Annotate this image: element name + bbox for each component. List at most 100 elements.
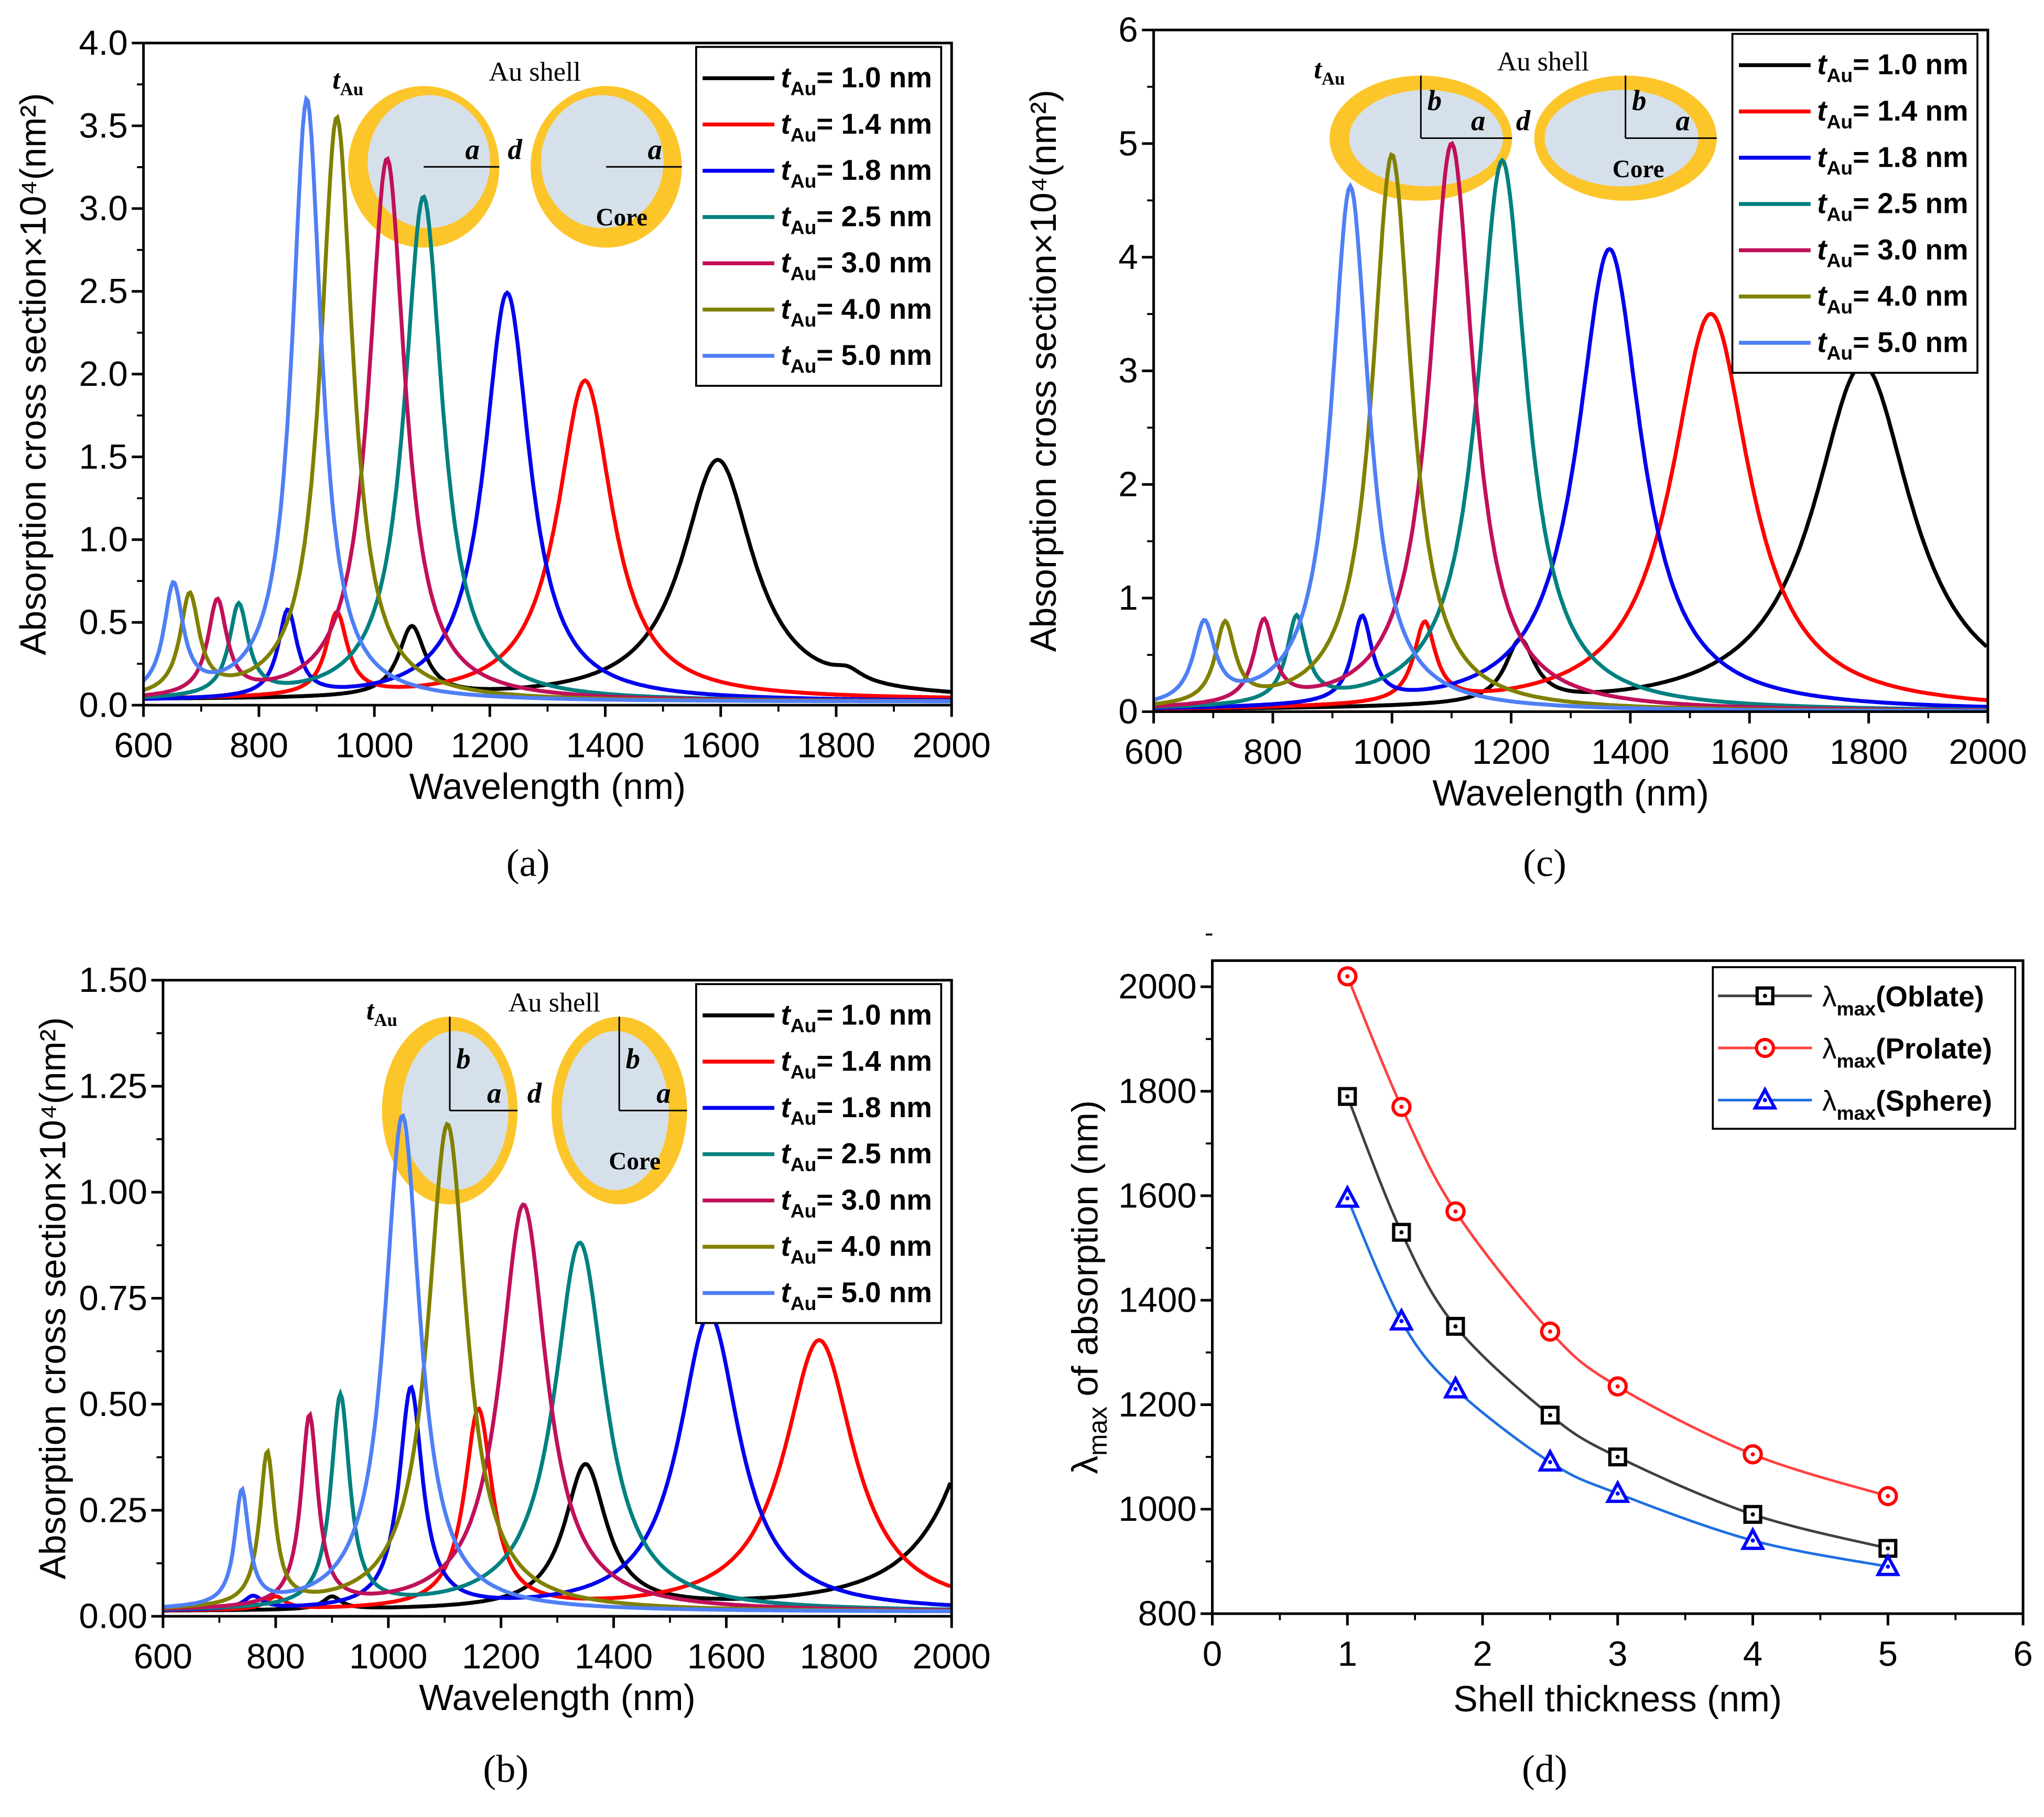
x-tick-label: 1800 <box>800 1637 878 1677</box>
legend-entry: tAu= 1.0 nm <box>1817 48 1968 86</box>
y-tick-label: 0.0 <box>79 686 128 725</box>
legend-entry: tAu= 4.0 nm <box>781 293 932 331</box>
x-tick-label: 2000 <box>1949 732 2027 772</box>
y-axis-label: Absorption cross section×10⁴(nm²) <box>33 1017 73 1580</box>
series-line-1-0-nm <box>163 1462 953 1613</box>
marker-dot <box>1750 1512 1755 1517</box>
y-tick-label: 3 <box>1118 351 1138 391</box>
label-b: b <box>456 1043 470 1075</box>
x-tick-label: 1400 <box>575 1637 653 1677</box>
t-symbol: t <box>332 64 341 95</box>
legend-entry: λmax(Oblate) <box>1822 980 1984 1019</box>
label-a: a <box>648 133 662 165</box>
marker-dot <box>1615 1384 1620 1389</box>
legend-entry: tAu= 2.5 nm <box>781 1137 932 1175</box>
x-tick-label: 3 <box>1608 1635 1627 1674</box>
x-tick-label: 6 <box>2013 1635 2032 1674</box>
label-a: a <box>656 1077 670 1109</box>
legend-entry: tAu= 1.0 nm <box>781 998 932 1036</box>
y-tick-label: 3.5 <box>79 106 128 145</box>
label-t-au: tAu <box>332 64 363 99</box>
x-tick-label: 5 <box>1878 1635 1898 1674</box>
legend-entry: tAu= 4.0 nm <box>1817 279 1968 318</box>
marker-dot <box>1399 1230 1404 1235</box>
y-tick-label: 1.0 <box>79 520 128 559</box>
series-line-1-8-nm <box>163 1313 951 1612</box>
marker-dot <box>1453 1209 1458 1214</box>
marker-dot <box>1615 1491 1620 1496</box>
x-tick-label: 1 <box>1338 1635 1357 1674</box>
t-subscript: Au <box>340 79 363 100</box>
x-tick-label: 600 <box>114 726 173 765</box>
panel-caption: (b) <box>483 1748 528 1791</box>
y-axis-label: Absorption cross section×10⁴(nm²) <box>13 93 53 655</box>
legend-entry: tAu= 1.8 nm <box>781 1091 932 1129</box>
series-line-2-5-nm <box>163 1240 950 1611</box>
legend-entry: tAu= 1.8 nm <box>781 154 932 192</box>
legend-entry: tAu= 5.0 nm <box>781 1276 932 1314</box>
t-symbol: t <box>1314 54 1322 84</box>
x-tick-label: 4 <box>1743 1635 1762 1674</box>
core <box>541 95 664 229</box>
marker-dot <box>1453 1387 1458 1391</box>
label-core: Core <box>609 1148 661 1175</box>
y-tick-label: 1600 <box>1118 1176 1196 1215</box>
chart-panel-d: 0 1 2 3 4 5 6 800 1000 1200 1400 1600 1800 2000 Shell … <box>1065 933 2033 1791</box>
x-tick-label: 1800 <box>1830 732 1908 772</box>
x-axis-label: Wavelength (nm) <box>409 766 686 807</box>
marker-dot <box>1886 1546 1890 1551</box>
label-au-shell: Au shell <box>509 987 600 1018</box>
x-tick-label: 2000 <box>913 726 991 765</box>
label-t-au: tAu <box>1314 54 1345 89</box>
y-tick-label: 3.0 <box>79 189 128 228</box>
t-subscript: Au <box>1322 69 1345 89</box>
y-tick-label: 5 <box>1118 124 1138 163</box>
label-d: d <box>508 133 523 165</box>
label-core: Core <box>596 204 647 231</box>
series-line-1-4-nm <box>143 378 950 700</box>
label-b: b <box>1427 84 1442 116</box>
x-tick-label: 1000 <box>335 726 413 765</box>
x-tick-label: 1600 <box>682 726 760 765</box>
label-a: a <box>1471 105 1485 137</box>
legend: tAu= 1.0 nm tAu= 1.4 nm tAu= 1.8 nm tAu= 2.… <box>1731 33 1978 374</box>
y-tick-label: 2 <box>1118 464 1138 504</box>
core <box>367 95 491 229</box>
x-tick-label: 1800 <box>797 726 875 765</box>
series-line-5-0-nm <box>142 94 950 704</box>
x-tick-label: 800 <box>246 1637 305 1677</box>
y-tick-label: 0.00 <box>79 1596 147 1636</box>
series-line-1-0-nm <box>143 458 951 701</box>
y-tick-label: 1.5 <box>79 437 128 477</box>
series-line-1-4-nm <box>1153 311 1987 711</box>
x-tick-label: 600 <box>134 1637 192 1677</box>
t-symbol: t <box>366 995 375 1025</box>
x-tick-label: 800 <box>1243 732 1302 772</box>
x-tick-label: 2000 <box>913 1637 991 1677</box>
label-b: b <box>626 1043 640 1075</box>
y-tick-label: 1.50 <box>79 960 147 1000</box>
marker-dot <box>1453 1324 1458 1329</box>
x-tick-label: 1400 <box>566 726 644 765</box>
y-tick-label: 4 <box>1118 237 1138 277</box>
legend-entry: λmax(Prolate) <box>1822 1032 1992 1072</box>
y-tick-label: 1.00 <box>79 1173 147 1212</box>
x-tick-label: 2 <box>1473 1635 1492 1674</box>
legend-entry: tAu= 1.8 nm <box>1817 140 1968 179</box>
core <box>561 1031 669 1191</box>
legend-entry: tAu= 3.0 nm <box>781 1183 932 1221</box>
legend: tAu= 1.0 nm tAu= 1.4 nm tAu= 1.8 nm tAu= 2.… <box>695 983 943 1324</box>
marker-dot <box>1345 974 1350 979</box>
y-tick-label: 4.0 <box>79 23 128 62</box>
x-tick-label: 800 <box>230 726 288 765</box>
y-tick-label: 1.25 <box>79 1066 147 1106</box>
legend-entry: tAu= 2.5 nm <box>1817 187 1968 225</box>
x-tick-label: 1200 <box>1472 732 1550 772</box>
marker-dot <box>1762 993 1767 998</box>
label-t-au: tAu <box>366 995 397 1030</box>
x-axis-label: Wavelength (nm) <box>419 1677 695 1718</box>
legend-entry: tAu= 1.4 nm <box>1817 94 1968 133</box>
label-au-shell: Au shell <box>489 57 581 87</box>
legend-entry: tAu= 5.0 nm <box>781 339 932 377</box>
